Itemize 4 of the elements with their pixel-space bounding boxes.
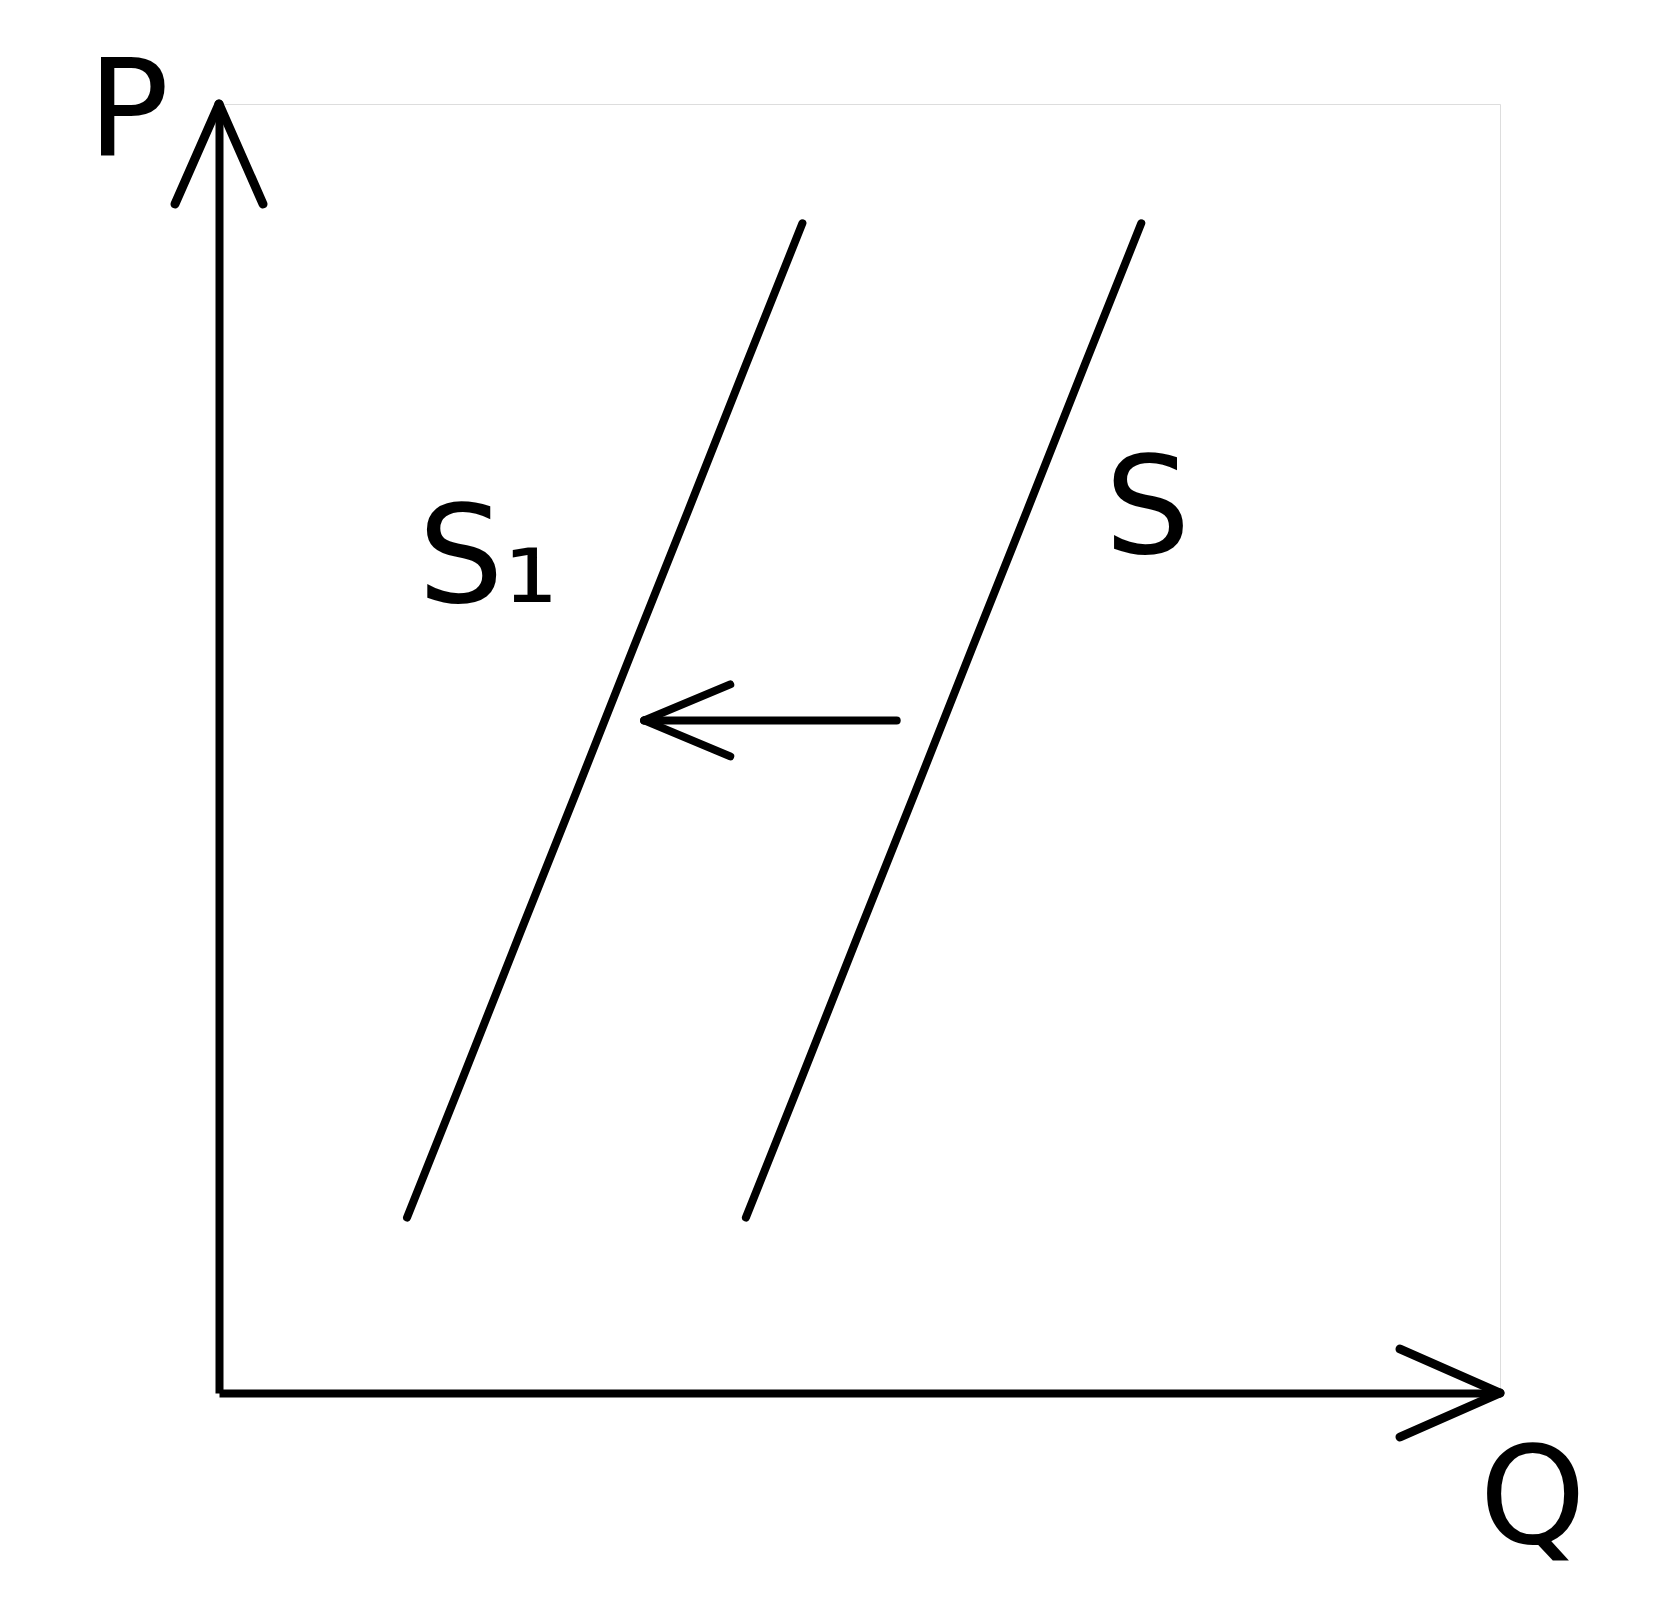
series-label: S (1104, 427, 1191, 585)
series-label: S₁ (418, 477, 558, 635)
y-axis-title: P (87, 30, 170, 188)
x-axis-title: Q (1479, 1417, 1586, 1575)
